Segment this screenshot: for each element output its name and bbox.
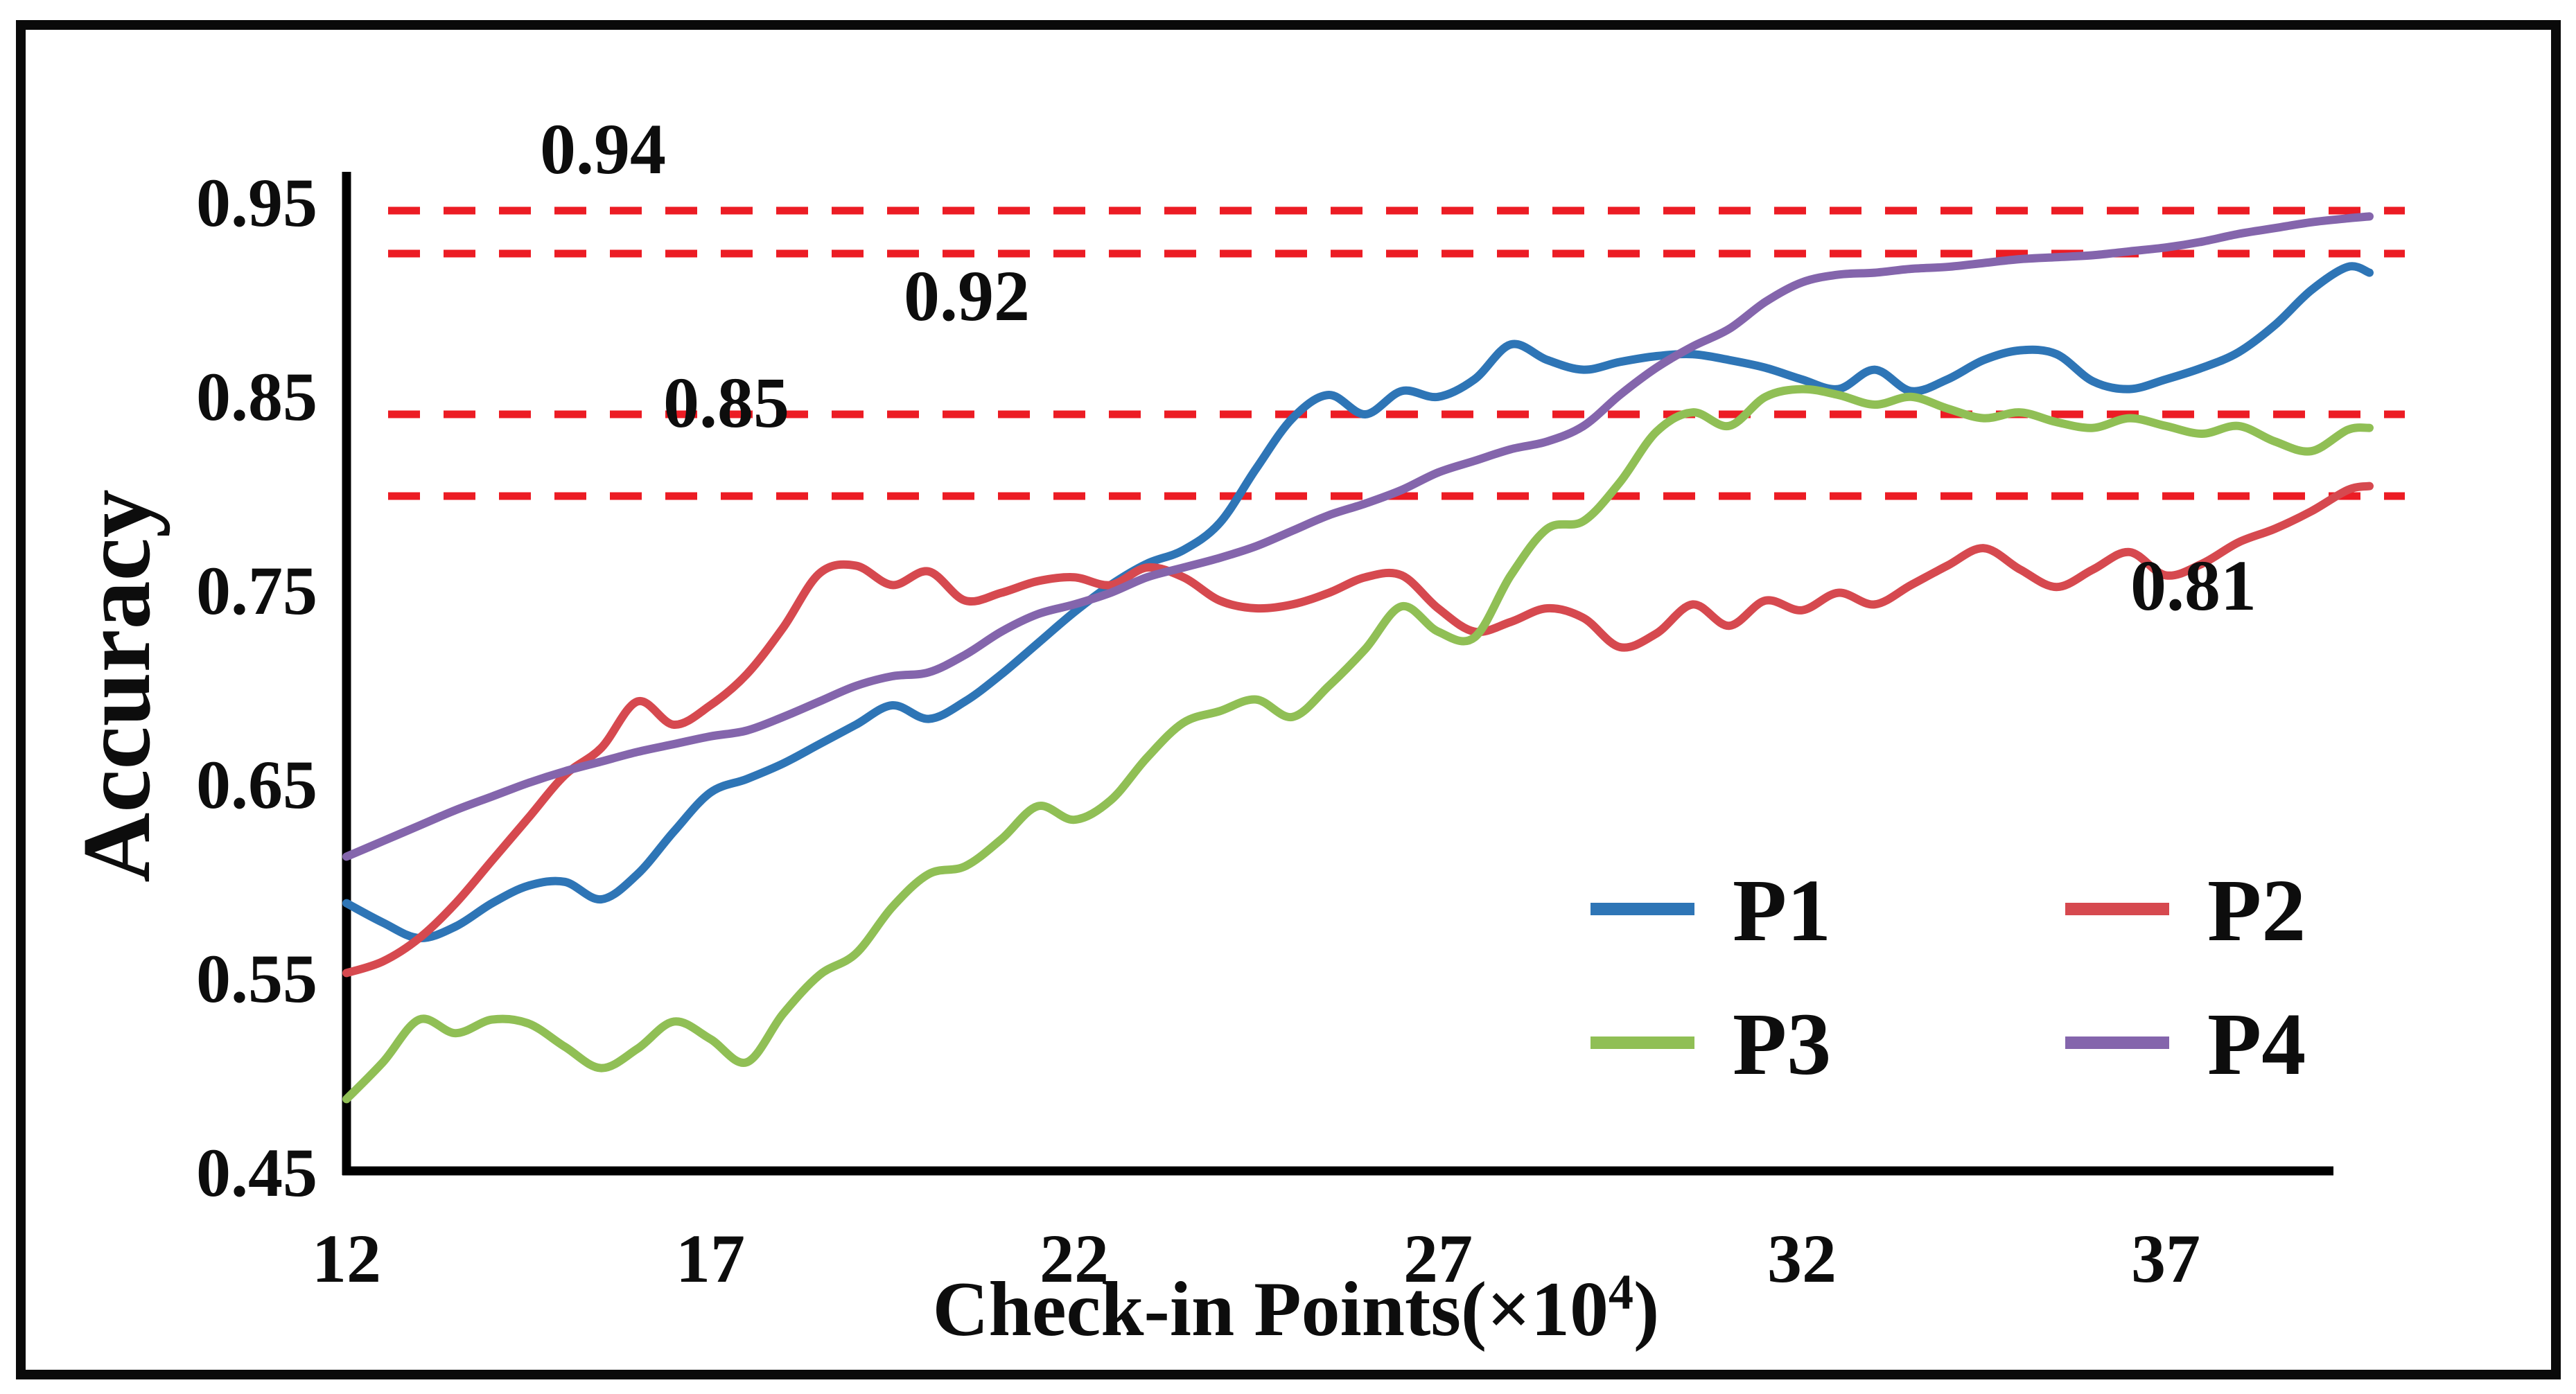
x-axis-title-superscript: 4 [1609, 1264, 1633, 1320]
legend-label-P1: P1 [1733, 861, 1831, 960]
x-axis-title: Check-in Points(×104) [933, 1264, 1660, 1352]
legend-label-P4: P4 [2207, 995, 2306, 1093]
x-tick-17: 17 [676, 1220, 745, 1297]
x-tick-32: 32 [1767, 1220, 1837, 1297]
x-tick-37: 37 [2131, 1220, 2200, 1297]
y-axis-tick-labels: 0.95 0.85 0.75 0.65 0.55 0.45 [196, 164, 317, 1211]
series-curve-P2 [342, 482, 2374, 978]
x-axis-title-close: ) [1633, 1267, 1659, 1352]
y-tick-0.55: 0.55 [196, 940, 317, 1017]
chart-legend: P1 P2 P3 P4 [1591, 861, 2306, 1093]
x-tick-12: 12 [312, 1220, 381, 1297]
reference-line-value-labels: 0.94 0.92 0.85 0.81 [540, 109, 2257, 626]
data-series-curves [342, 212, 2374, 1104]
y-tick-0.45: 0.45 [196, 1134, 317, 1211]
legend-label-P2: P2 [2207, 861, 2306, 960]
ref-label-0.94: 0.94 [540, 109, 666, 189]
x-axis-title-main: Check-in Points(×10 [933, 1267, 1609, 1352]
figure-border [16, 20, 2561, 1379]
legend-label-P3: P3 [1733, 995, 1831, 1093]
ref-label-0.92: 0.92 [904, 256, 1030, 336]
x-axis-tick-labels: 12 17 22 27 32 37 [312, 1220, 2200, 1297]
series-curve-P4 [342, 212, 2374, 861]
series-curve-P3 [342, 385, 2374, 1104]
series-curve-P1 [342, 262, 2374, 943]
ref-label-0.81: 0.81 [2130, 546, 2257, 626]
y-tick-0.75: 0.75 [196, 552, 317, 629]
y-axis-title: Accuracy [63, 489, 170, 883]
y-tick-0.65: 0.65 [196, 746, 317, 823]
y-tick-0.85: 0.85 [196, 358, 317, 435]
ref-label-0.85: 0.85 [663, 363, 789, 443]
x-tick-22: 22 [1040, 1220, 1109, 1297]
x-tick-27: 27 [1403, 1220, 1473, 1297]
y-tick-0.95: 0.95 [196, 164, 317, 241]
